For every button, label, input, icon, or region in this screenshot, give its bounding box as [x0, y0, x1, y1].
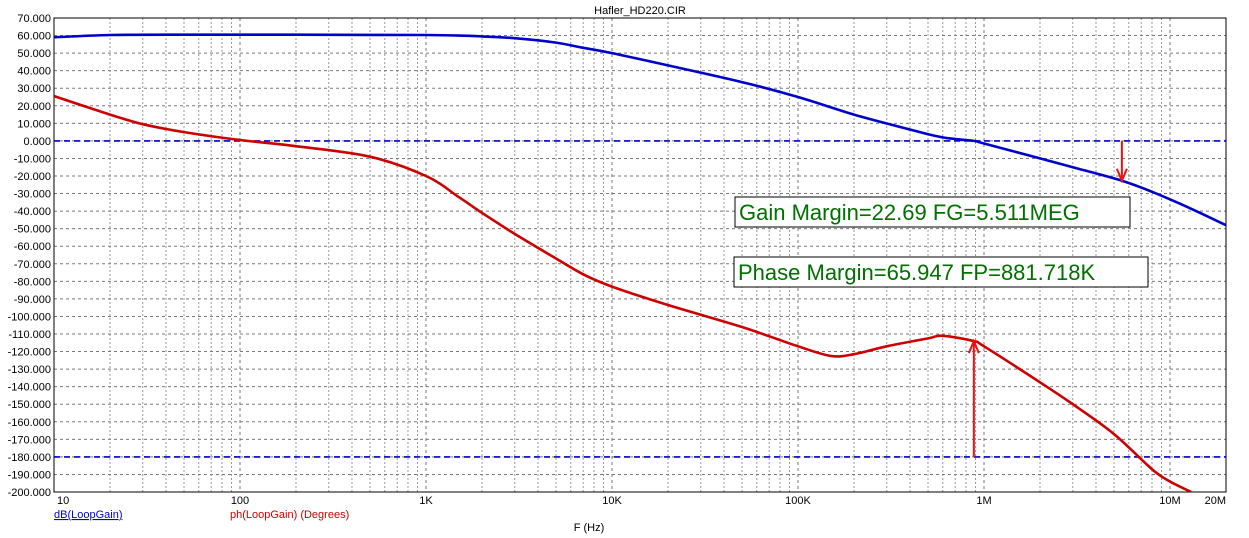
- y-tick-label: 20.000: [17, 101, 51, 113]
- y-tick-label: -190.000: [8, 469, 51, 481]
- x-tick-label: 20M: [1205, 495, 1226, 507]
- x-tick-label: 10K: [602, 495, 622, 507]
- y-tick-label: -50.000: [14, 224, 51, 236]
- phase-margin-annotation: Phase Margin=65.947 FP=881.718K: [733, 256, 1149, 288]
- series-layer: [54, 33, 1226, 492]
- gain-db-curve: [54, 33, 1226, 227]
- y-tick-label: -140.000: [8, 382, 51, 394]
- legend-label-gain: dB(LoopGain): [54, 509, 123, 521]
- y-tick-label: 70.000: [17, 13, 51, 25]
- y-tick-label: -60.000: [14, 241, 51, 253]
- gain-margin-arrowhead: [1115, 168, 1128, 184]
- y-tick-label: -70.000: [14, 259, 51, 271]
- x-tick-label: 1K: [419, 495, 433, 507]
- x-tick-label: 10: [57, 495, 69, 507]
- chart-title: Hafler_HD220.CIR: [594, 5, 686, 17]
- y-tick-label: 50.000: [17, 48, 51, 60]
- x-axis-label: F (Hz): [574, 522, 605, 534]
- phase-margin-text: Phase Margin=65.947 FP=881.718K: [738, 260, 1095, 285]
- y-tick-label: 30.000: [17, 83, 51, 95]
- y-tick-label: -150.000: [8, 399, 51, 411]
- y-tick-label: -200.000: [8, 487, 51, 499]
- y-tick-label: -80.000: [14, 276, 51, 288]
- y-tick-label: -100.000: [8, 311, 51, 323]
- x-tick-labels: 10 100 1K 10K 100K 1M 10M 20M: [57, 495, 1226, 507]
- y-tick-label: -30.000: [14, 189, 51, 201]
- y-tick-label: -10.000: [14, 153, 51, 165]
- x-tick-label: 100K: [785, 495, 811, 507]
- y-tick-label: -130.000: [8, 364, 51, 376]
- y-tick-label: -180.000: [8, 452, 51, 464]
- plot-frame: [53, 17, 1227, 493]
- y-tick-labels: 70.000 60.000 50.000 40.000 30.000 20.000 10.0…: [8, 13, 51, 499]
- phase-margin-box: [733, 256, 1149, 288]
- gain-margin-box: [734, 196, 1131, 228]
- x-tick-label: 100: [231, 495, 249, 507]
- y-tick-label: -90.000: [14, 294, 51, 306]
- y-tick-label: -20.000: [14, 171, 51, 183]
- y-tick-label: 60.000: [17, 31, 51, 43]
- gain-margin-annotation: Gain Margin=22.69 FG=5.511MEG: [734, 196, 1131, 228]
- gain-margin-text: Gain Margin=22.69 FG=5.511MEG: [739, 200, 1080, 225]
- x-tick-label: 1M: [976, 495, 991, 507]
- y-tick-label: -40.000: [14, 206, 51, 218]
- legend-label-phase: ph(LoopGain) (Degrees): [230, 509, 349, 521]
- phase-margin-arrowhead: [967, 338, 980, 354]
- margin-markers: [967, 140, 1128, 457]
- y-tick-label: 40.000: [17, 66, 51, 78]
- y-tick-label: -160.000: [8, 417, 51, 429]
- y-tick-label: -170.000: [8, 434, 51, 446]
- minor-grid: [109, 18, 1162, 492]
- y-tick-label: -120.000: [8, 347, 51, 359]
- y-tick-label: -110.000: [8, 329, 51, 341]
- y-tick-label: 10.000: [17, 118, 51, 130]
- y-tick-label: 0.000: [23, 136, 51, 148]
- phase-degrees-curve: [54, 94, 1192, 492]
- x-tick-label: 10M: [1159, 495, 1180, 507]
